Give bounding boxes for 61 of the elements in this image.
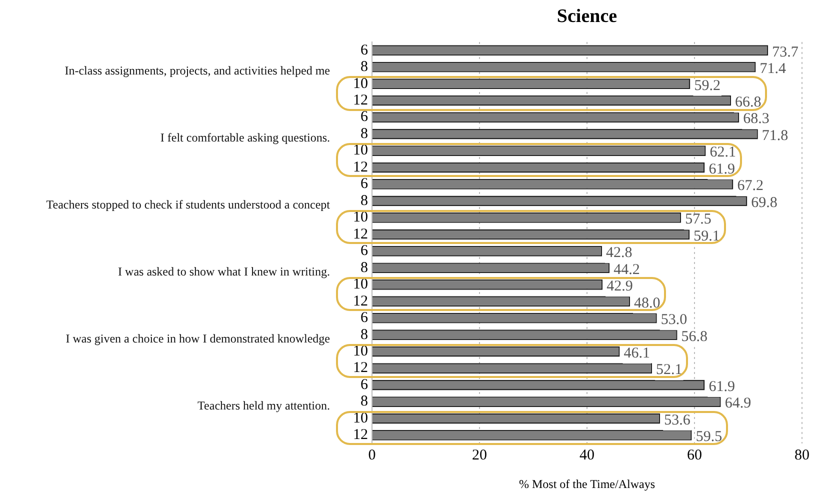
data-label: 64.9 [724,396,752,412]
y-tick-label: 12 [353,427,368,444]
data-label: 69.8 [751,194,778,211]
y-tick-label: 10 [353,276,368,293]
y-tick-label: 6 [360,109,368,126]
y-tick-label: 12 [353,226,368,242]
data-label: 71.4 [760,61,787,78]
text: I was asked to show what I knew in writing. [118,264,330,278]
data-label: 46.1 [624,346,650,362]
data-label: 53.6 [664,412,691,428]
data-label: 61.9 [708,378,735,395]
x-axis-title: % Most of the Time/Always [518,476,656,491]
y-tick-label: 8 [360,126,368,142]
text: Teachers stopped to check if students understood a concept [46,197,331,212]
y-tick-label: 8 [360,394,368,410]
chart-title: Science [556,6,618,27]
x-tick-label: 20 [472,448,487,464]
y-tick-label: 8 [360,192,368,209]
data-label: 44.2 [614,262,640,278]
data-label: 62.1 [710,144,736,161]
y-tick-label: 6 [360,310,368,326]
x-tick-label: 60 [687,448,702,464]
data-label: 57.5 [685,212,712,228]
y-tick-label: 8 [360,260,368,276]
data-label: 59.2 [694,78,720,94]
data-label: 67.2 [737,178,764,194]
y-tick-label: 6 [360,376,368,393]
data-label: 53.0 [660,312,688,328]
data-label: 68.3 [743,111,770,128]
data-label: 42.9 [606,278,633,295]
data-label: 73.7 [772,44,799,60]
y-tick-label: 10 [353,76,368,92]
text: I was given a choice in how I demonstrated knowledge [66,331,330,346]
data-label: 59.5 [696,429,722,446]
y-tick-label: 6 [360,243,368,260]
x-tick-label: 80 [794,448,810,464]
text: Teachers held my attention. [198,398,330,412]
data-label: 71.8 [762,128,788,144]
y-tick-label: 12 [353,92,368,109]
data-label: 66.8 [735,94,762,111]
data-label: 42.8 [606,245,632,262]
text: I felt comfortable asking questions. [160,130,330,145]
x-tick-label: 40 [580,448,594,464]
y-tick-label: 6 [360,176,368,192]
y-tick-label: 12 [353,360,368,376]
text: In-class assignments, projects, and activities helped me [64,64,330,78]
y-tick-label: 6 [360,42,368,58]
y-tick-label: 12 [353,293,368,310]
y-tick-label: 10 [353,142,368,159]
data-label: 52.1 [656,362,682,378]
y-tick-label: 12 [353,159,368,176]
data-label: 48.0 [634,295,660,312]
data-label: 59.1 [694,228,720,244]
y-tick-label: 8 [360,59,368,76]
data-label: 61.9 [708,161,735,178]
x-tick-label: 0 [368,448,376,464]
y-tick-label: 10 [353,344,368,360]
y-tick-label: 8 [360,326,368,343]
y-tick-label: 10 [353,210,368,226]
data-label: 56.8 [681,328,708,345]
y-tick-label: 10 [353,410,368,426]
